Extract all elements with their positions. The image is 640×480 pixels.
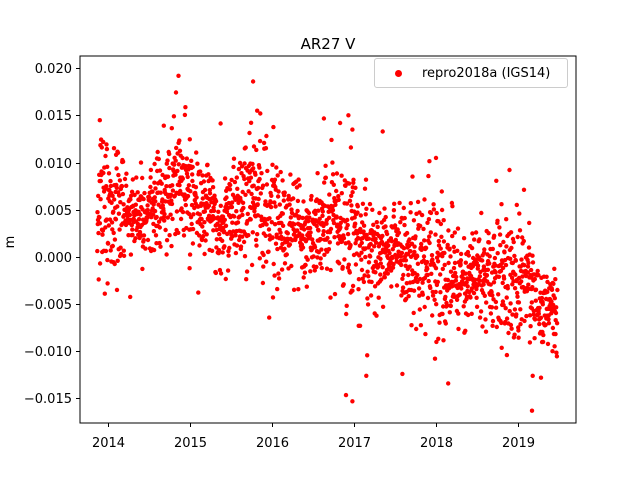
svg-text:2018: 2018	[420, 436, 453, 451]
legend-marker-icon	[395, 69, 402, 77]
svg-text:0.015: 0.015	[35, 109, 72, 124]
svg-text:2014: 2014	[92, 436, 125, 451]
svg-text:2016: 2016	[256, 436, 289, 451]
svg-text:−0.015: −0.015	[24, 392, 72, 407]
svg-text:2017: 2017	[338, 436, 371, 451]
svg-text:2019: 2019	[502, 436, 535, 451]
svg-text:−0.005: −0.005	[24, 298, 72, 313]
svg-text:0.020: 0.020	[35, 62, 72, 77]
y-axis-label: m	[3, 235, 18, 249]
svg-text:0.000: 0.000	[35, 251, 72, 266]
svg-text:0.010: 0.010	[35, 157, 72, 172]
x-tick-labels: 2014 2015 2016 2017 2018 2019	[92, 423, 535, 451]
svg-text:−0.010: −0.010	[24, 345, 72, 360]
svg-text:2015: 2015	[174, 436, 207, 451]
chart-title: AR27 V	[300, 35, 356, 53]
axes	[79, 55, 577, 424]
legend-series-label: repro2018a (IGS14)	[422, 65, 551, 81]
svg-text:0.005: 0.005	[35, 204, 72, 219]
y-tick-labels: 0.020 0.015 0.010 0.005 0.000 −0.005 −0.010 −0.…	[24, 62, 80, 407]
legend-box: repro2018a (IGS14)	[374, 58, 568, 88]
scatter-points	[95, 73, 560, 413]
